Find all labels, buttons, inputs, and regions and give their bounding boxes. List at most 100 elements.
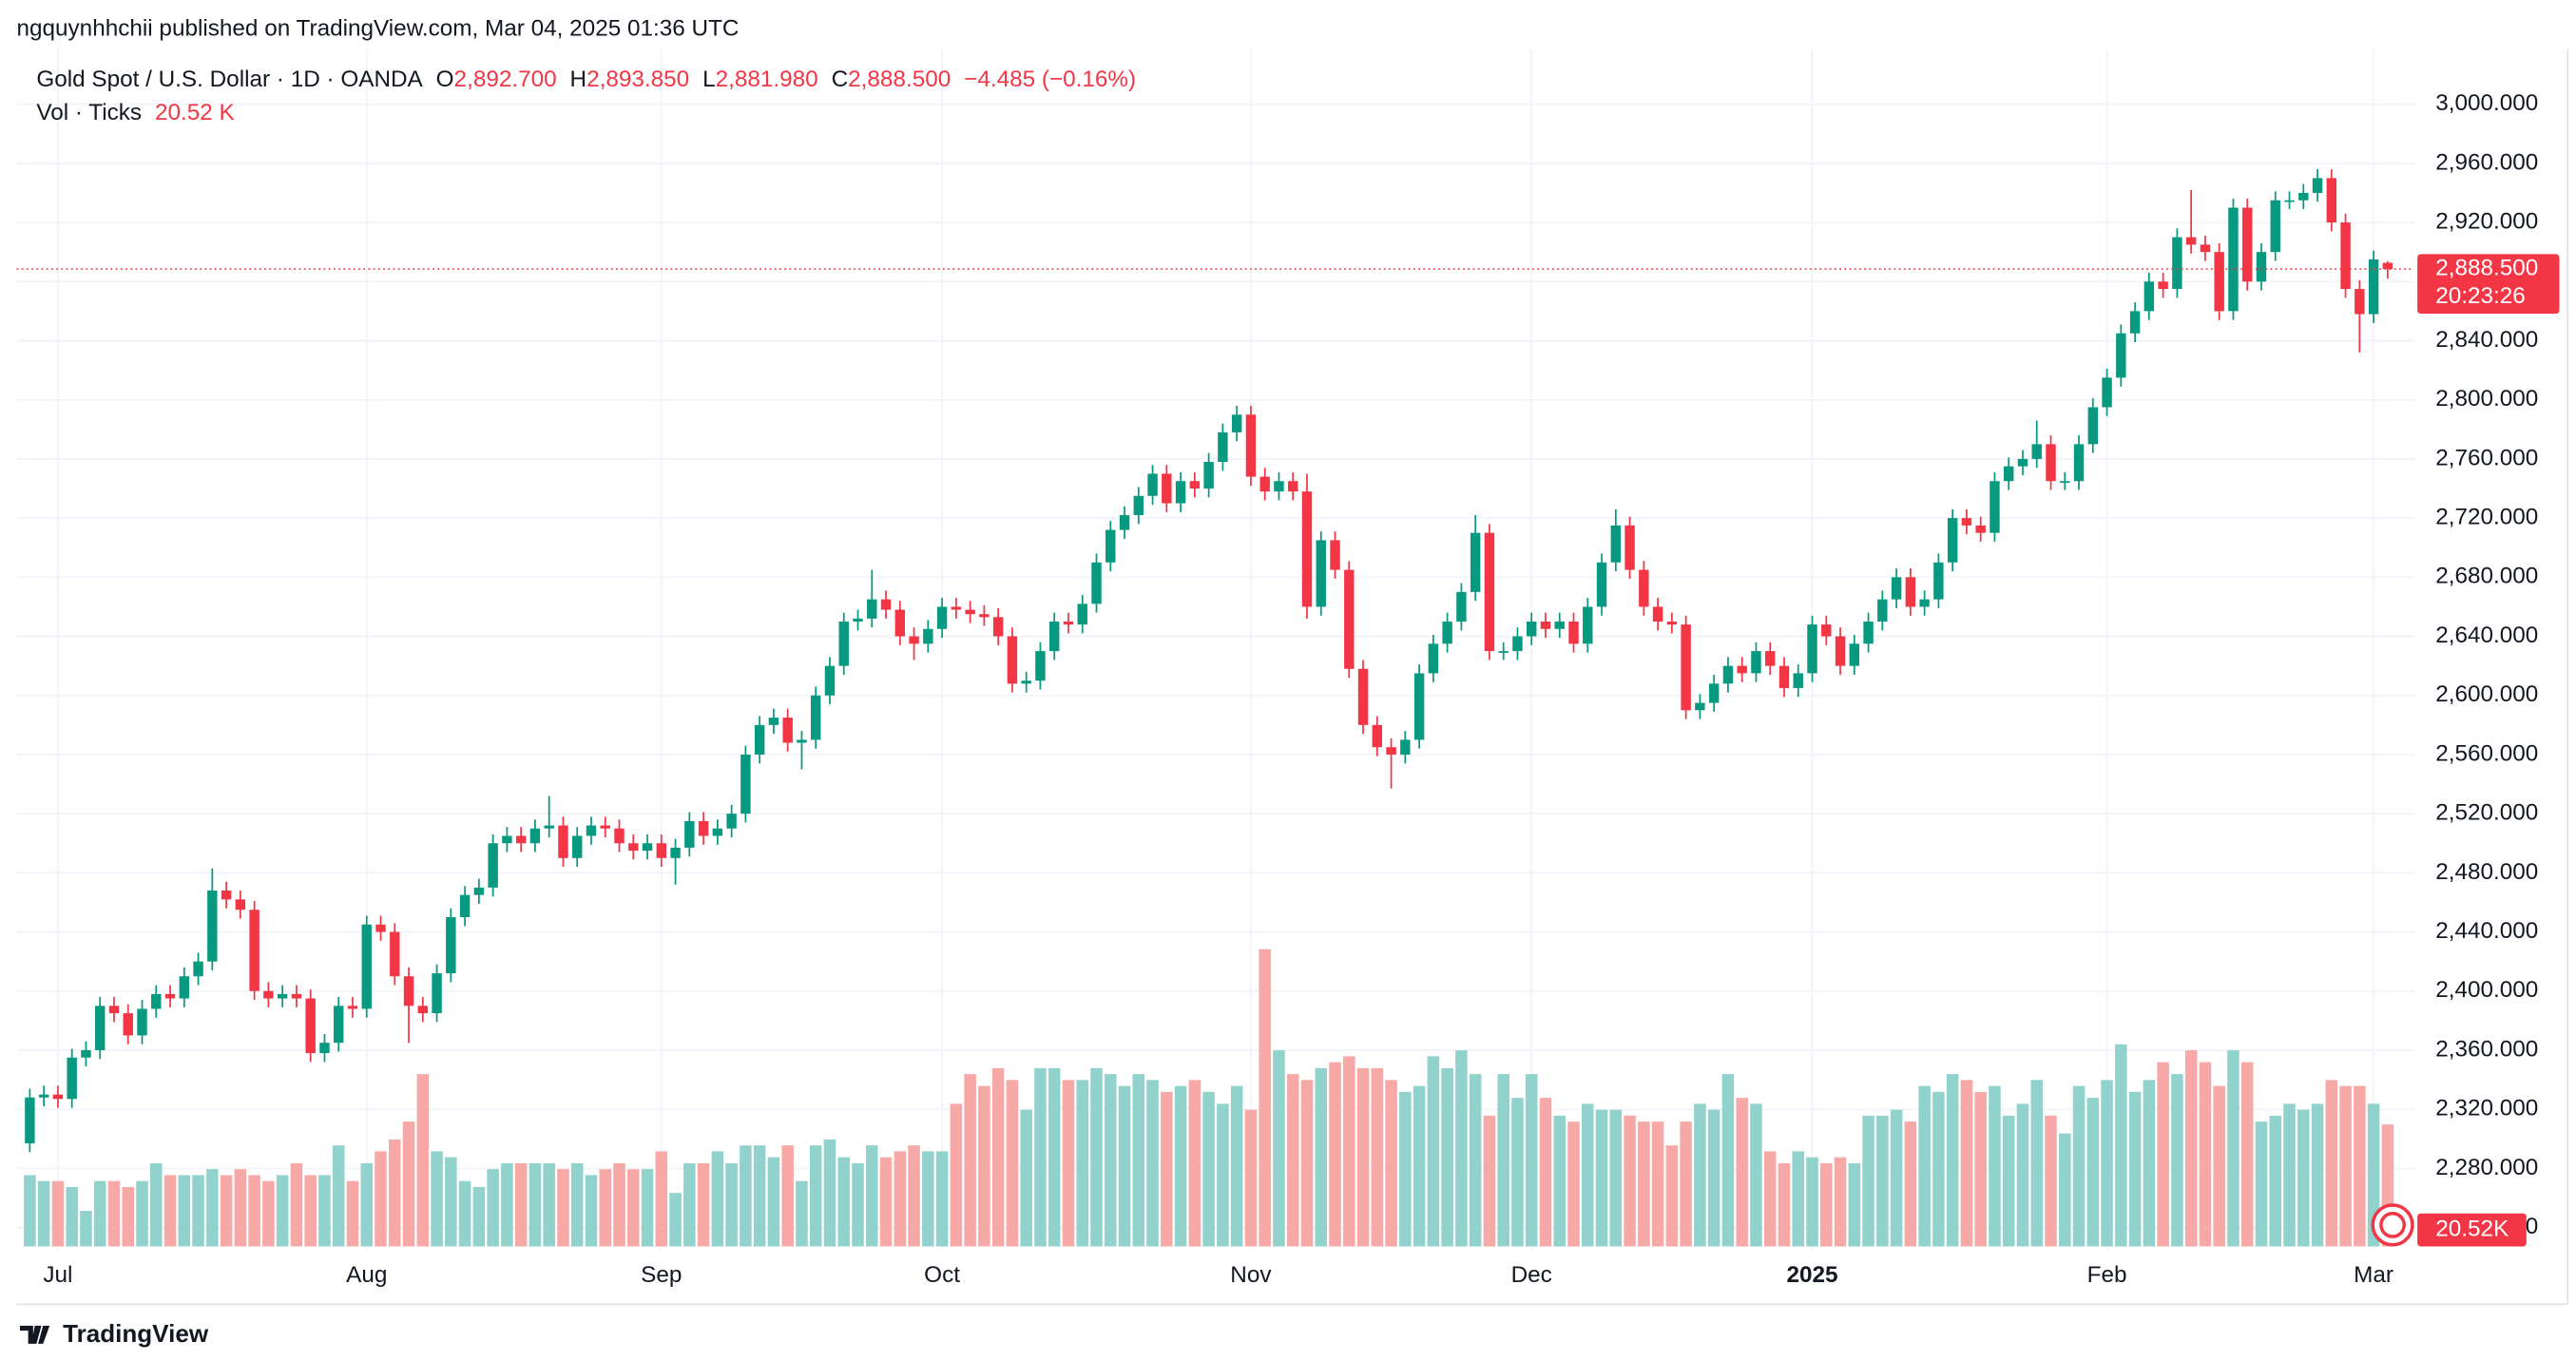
candle-body xyxy=(2129,311,2141,334)
volume-bar xyxy=(1497,1074,1509,1247)
candle-body xyxy=(1681,624,1691,711)
price-badge xyxy=(2417,254,2560,314)
candle-body xyxy=(1863,621,1874,644)
x-tick-label: Sep xyxy=(641,1262,682,1288)
volume-bar xyxy=(318,1175,331,1247)
legend-change: −4.485 (−0.16%) xyxy=(964,67,1136,93)
volume-bar xyxy=(2255,1121,2268,1247)
volume-bar xyxy=(1567,1121,1580,1247)
candle-body xyxy=(1793,673,1803,688)
volume-bar xyxy=(1343,1056,1355,1247)
volume-bar xyxy=(1918,1085,1931,1247)
volume-bar xyxy=(1217,1103,1229,1247)
volume-bar xyxy=(1105,1074,1117,1247)
volume-bar xyxy=(1132,1074,1145,1247)
candle-body xyxy=(1835,636,1846,666)
volume-bar xyxy=(93,1180,106,1247)
flag-icon-inner xyxy=(2379,1211,2406,1238)
volume-bar xyxy=(2128,1091,2142,1247)
candle-body xyxy=(1624,525,1635,570)
candle-body xyxy=(1764,651,1776,666)
volume-bar xyxy=(1960,1080,1973,1247)
volume-bar xyxy=(501,1162,513,1247)
candle-body xyxy=(1133,495,1144,515)
volume-bar xyxy=(1244,1109,1258,1247)
volume-bar xyxy=(192,1175,204,1247)
candle-body xyxy=(1162,473,1172,504)
volume-bar xyxy=(1736,1098,1748,1247)
brand-logo xyxy=(19,1325,50,1344)
candle-body xyxy=(207,891,218,962)
volume-bar xyxy=(1638,1121,1650,1247)
volume-bar xyxy=(402,1121,415,1247)
volume-bar xyxy=(2002,1115,2015,1247)
volume-bar xyxy=(1399,1091,1412,1247)
volume-bar xyxy=(332,1145,345,1247)
candle-body xyxy=(1666,621,1678,625)
candle-body xyxy=(894,609,906,637)
volume-bar xyxy=(2115,1044,2127,1247)
volume-bar xyxy=(206,1169,219,1247)
x-tick-label: Jul xyxy=(43,1262,72,1288)
volume-bar xyxy=(669,1193,682,1247)
volume-bar xyxy=(557,1169,569,1247)
brand-name: TradingView xyxy=(63,1319,209,1348)
candle-body xyxy=(2214,252,2224,312)
y-tick-label: 2,840.000 xyxy=(2435,327,2538,353)
candle-body xyxy=(137,1008,147,1036)
candle-body xyxy=(1456,591,1467,622)
volume-bar xyxy=(2016,1103,2029,1247)
volume-bar xyxy=(1609,1109,1623,1247)
countdown: 20:23:26 xyxy=(2435,283,2526,309)
candle-body xyxy=(2340,222,2351,290)
volume-bar xyxy=(51,1180,65,1247)
volume-bar xyxy=(922,1151,934,1247)
volume-bar xyxy=(1315,1067,1327,1247)
candle-body xyxy=(164,993,176,999)
candle-body xyxy=(1245,414,1257,477)
volume-bar xyxy=(1974,1091,1987,1247)
y-tick-label: 2,800.000 xyxy=(2435,386,2538,412)
candle-body xyxy=(2116,333,2126,378)
candle-body xyxy=(432,973,442,1014)
volume-bar xyxy=(1259,949,1271,1247)
candle-body xyxy=(221,891,232,900)
candle-body xyxy=(2060,481,2070,483)
volume-bar xyxy=(1202,1091,1215,1247)
volume-bar xyxy=(711,1151,724,1247)
candle-body xyxy=(375,924,386,932)
volume-bar xyxy=(2171,1074,2183,1247)
candle-body xyxy=(502,835,512,844)
candle-body xyxy=(614,828,625,844)
volume-bar xyxy=(1300,1080,1314,1247)
candle-body xyxy=(2241,207,2253,282)
volume-bar xyxy=(935,1151,949,1247)
volume-bar xyxy=(1694,1103,1706,1247)
legend-symbol: Gold Spot / U.S. Dollar · 1D · OANDA xyxy=(36,67,423,93)
y-tick-label: 2,640.000 xyxy=(2435,623,2538,648)
candle-body xyxy=(684,820,695,848)
candle-body xyxy=(1091,562,1102,604)
volume-bar xyxy=(1848,1162,1861,1247)
candle-body xyxy=(2158,281,2168,290)
candle-body xyxy=(38,1094,49,1098)
price-badge-label: 2,888.500 xyxy=(2435,255,2538,280)
candle-body xyxy=(1652,606,1663,622)
volume-badge xyxy=(2417,1213,2527,1247)
candle-body xyxy=(1484,532,1495,652)
candle-body xyxy=(361,924,372,1009)
candle-body xyxy=(992,617,1004,637)
volume-bar xyxy=(1665,1145,1679,1247)
volume-bar xyxy=(1090,1067,1103,1247)
volume-bar xyxy=(514,1162,528,1247)
x-tick-label: Feb xyxy=(2087,1262,2127,1288)
volume-bar xyxy=(445,1157,457,1247)
volume-bar xyxy=(655,1151,668,1247)
candle-body xyxy=(909,636,919,644)
volume-bar xyxy=(234,1169,247,1247)
x-tick-label: Mar xyxy=(2354,1262,2393,1288)
legend-key: L xyxy=(702,67,716,93)
volume-bar xyxy=(2045,1115,2057,1247)
y-tick-label: 2,680.000 xyxy=(2435,564,2538,589)
candle-body xyxy=(52,1094,64,1100)
